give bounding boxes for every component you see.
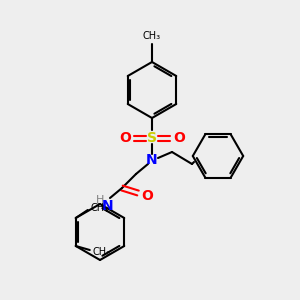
Text: CH₃: CH₃ [93, 247, 111, 257]
Text: O: O [141, 189, 153, 203]
Text: N: N [146, 153, 158, 167]
Text: S: S [147, 131, 157, 145]
Text: CH₃: CH₃ [91, 203, 109, 213]
Text: O: O [173, 131, 185, 145]
Text: H: H [96, 195, 104, 205]
Text: CH₃: CH₃ [143, 31, 161, 41]
Text: O: O [119, 131, 131, 145]
Text: N: N [102, 199, 114, 213]
